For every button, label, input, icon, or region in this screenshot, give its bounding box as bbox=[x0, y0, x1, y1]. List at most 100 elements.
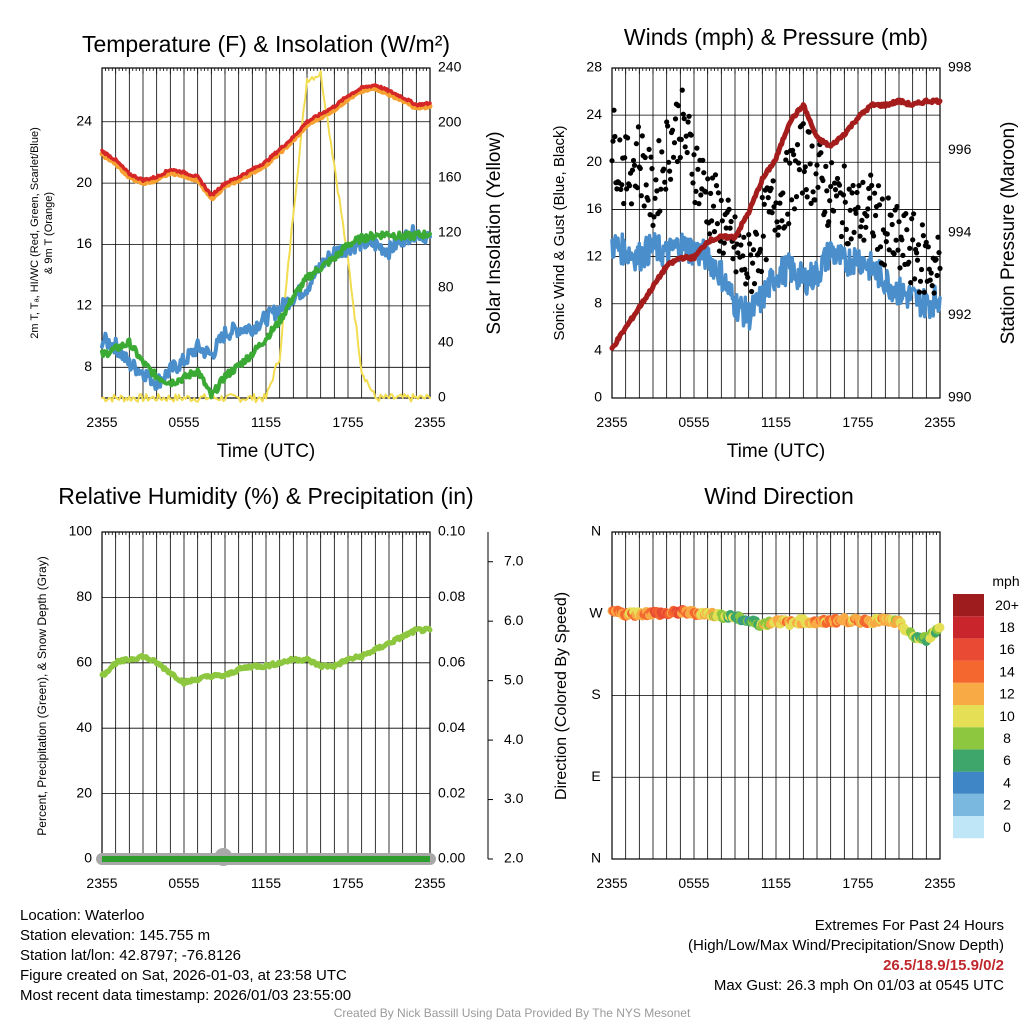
gust-point bbox=[801, 168, 807, 175]
gust-point bbox=[715, 190, 722, 196]
gust-point bbox=[763, 257, 769, 263]
x-tick-label: 2355 bbox=[86, 875, 117, 891]
gust-point bbox=[879, 196, 886, 202]
x-tick-label: 0555 bbox=[678, 875, 709, 891]
gust-point bbox=[712, 172, 719, 178]
gust-point bbox=[868, 172, 874, 178]
relative-humidity-line bbox=[99, 625, 433, 687]
gust-point bbox=[642, 154, 648, 161]
station-pressure-line bbox=[609, 97, 943, 351]
gust-point bbox=[630, 157, 637, 164]
wind-y-axis-label: Sonic Wind & Gust (Blue, Black) bbox=[551, 125, 568, 340]
gust-point bbox=[927, 277, 933, 283]
gust-point bbox=[654, 188, 660, 194]
gust-point bbox=[899, 237, 905, 243]
legend-swatch bbox=[953, 749, 984, 772]
gust-point bbox=[757, 246, 764, 252]
snow-depth-tick-label: 7.0 bbox=[504, 552, 524, 568]
gust-point bbox=[914, 257, 921, 263]
gust-point bbox=[648, 154, 654, 160]
x-tick-label: 1755 bbox=[332, 875, 363, 891]
gust-point bbox=[670, 154, 677, 160]
gust-point bbox=[645, 197, 651, 203]
temp-2m-line bbox=[100, 83, 432, 197]
y-right-tick-label: 998 bbox=[948, 59, 972, 75]
gust-point bbox=[695, 166, 701, 172]
gust-point bbox=[680, 111, 686, 117]
gust-point bbox=[688, 132, 694, 138]
gust-point bbox=[753, 231, 760, 237]
gust-point bbox=[638, 193, 644, 199]
gust-point bbox=[937, 265, 943, 271]
gust-point bbox=[809, 143, 815, 149]
gust-point bbox=[686, 113, 692, 119]
gust-point bbox=[678, 136, 684, 143]
gust-point bbox=[793, 194, 800, 200]
gust-point bbox=[647, 212, 653, 218]
gust-point bbox=[908, 280, 914, 286]
gust-point bbox=[782, 224, 788, 230]
x-tick-label: 1155 bbox=[761, 414, 791, 430]
gust-point bbox=[808, 200, 814, 206]
gust-point bbox=[741, 234, 747, 240]
y-tick-label: 80 bbox=[76, 588, 92, 604]
legend-swatch bbox=[953, 705, 984, 728]
gust-point bbox=[832, 180, 838, 186]
gust-point bbox=[794, 142, 801, 148]
gust-point bbox=[609, 158, 615, 164]
precip-tick-label: 0.02 bbox=[438, 784, 465, 800]
gust-point bbox=[658, 186, 664, 192]
gust-point bbox=[760, 233, 766, 239]
gust-point bbox=[735, 250, 741, 256]
y-tick-label: 16 bbox=[76, 235, 92, 251]
gust-point bbox=[714, 221, 721, 227]
dewpoint-line bbox=[100, 229, 432, 400]
precip-tick-label: 0.00 bbox=[438, 850, 465, 866]
gust-point bbox=[721, 240, 727, 246]
gust-point bbox=[701, 170, 707, 176]
gust-point bbox=[666, 159, 672, 165]
gust-point bbox=[925, 244, 931, 250]
gust-point bbox=[765, 195, 771, 201]
gust-point bbox=[854, 189, 860, 196]
gust-point bbox=[933, 256, 939, 263]
gust-point bbox=[900, 252, 906, 258]
legend-swatch bbox=[953, 594, 984, 617]
gust-point bbox=[857, 233, 863, 239]
x-tick-label: 1755 bbox=[332, 414, 363, 430]
gust-point bbox=[708, 190, 714, 196]
gust-point bbox=[637, 165, 643, 171]
x-tick-label: 1155 bbox=[251, 875, 281, 891]
gust-point bbox=[750, 247, 757, 253]
gust-point bbox=[742, 266, 748, 272]
gust-point bbox=[936, 250, 942, 256]
gust-point bbox=[651, 214, 657, 220]
y-right-tick-label: 40 bbox=[438, 334, 454, 350]
gust-point bbox=[633, 141, 640, 147]
gust-point bbox=[621, 200, 627, 207]
gust-point bbox=[875, 183, 882, 189]
gust-point bbox=[876, 202, 883, 208]
gust-point bbox=[795, 160, 802, 166]
y-tick-label: 12 bbox=[76, 297, 92, 313]
gust-point bbox=[614, 186, 620, 192]
gust-point bbox=[617, 137, 623, 143]
gust-point bbox=[713, 183, 720, 189]
gust-point bbox=[803, 187, 809, 193]
y-tick-label: 0 bbox=[594, 389, 602, 405]
legend-swatch bbox=[953, 616, 984, 639]
legend-swatch bbox=[953, 682, 984, 705]
gust-point bbox=[921, 289, 928, 295]
y-tick-label: 12 bbox=[586, 247, 602, 263]
y-right-tick-label: 990 bbox=[948, 389, 972, 405]
gust-point bbox=[768, 185, 774, 191]
gust-point bbox=[859, 217, 865, 223]
gust-point bbox=[847, 207, 853, 213]
gust-point bbox=[716, 248, 723, 254]
gust-point bbox=[919, 222, 926, 228]
legend-swatch bbox=[953, 793, 984, 816]
gust-point bbox=[669, 127, 676, 133]
solar-y-axis-label: Solar Insolation (Yellow) bbox=[484, 131, 505, 334]
gust-point bbox=[749, 288, 755, 295]
legend-label: 2 bbox=[1003, 797, 1011, 813]
